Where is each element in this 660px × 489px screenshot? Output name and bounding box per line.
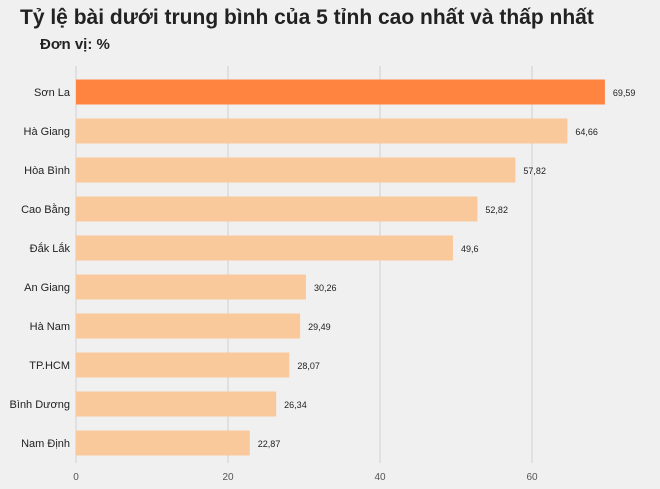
category-label: Bình Dương — [10, 399, 70, 411]
value-labels: 69,59 64,66 57,82 52,82 49,6 30,26 29,49 28,07 2… — [258, 88, 636, 449]
value-label: 22,87 — [258, 439, 281, 449]
category-label: Hà Giang — [24, 126, 70, 138]
x-tick-label: 60 — [526, 472, 538, 483]
category-label: Đắk Lắk — [30, 242, 71, 255]
bar — [76, 118, 568, 144]
category-label: TP.HCM — [29, 360, 70, 372]
category-label: Cao Bằng — [21, 203, 70, 216]
value-label: 29,49 — [308, 322, 331, 332]
value-label: 52,82 — [485, 205, 508, 215]
category-label: Sơn La — [34, 87, 71, 99]
bar — [76, 235, 453, 261]
bar — [76, 352, 290, 378]
value-label: 30,26 — [314, 283, 337, 293]
value-label: 69,59 — [613, 88, 636, 98]
x-tick-label: 20 — [222, 472, 234, 483]
x-tick-label: 0 — [73, 472, 79, 483]
value-label: 28,07 — [297, 361, 320, 371]
bars — [76, 79, 605, 456]
category-label: Hà Nam — [30, 321, 70, 333]
chart-title: Tỷ lệ bài dưới trung bình của 5 tỉnh cao… — [20, 6, 594, 29]
value-label: 49,6 — [461, 244, 479, 254]
bar — [76, 79, 605, 105]
bar — [76, 274, 306, 300]
value-label: 64,66 — [575, 127, 598, 137]
x-tick-label: 40 — [374, 472, 386, 483]
bar — [76, 430, 250, 456]
bar — [76, 313, 301, 339]
category-labels: Sơn La Hà Giang Hòa Bình Cao Bằng Đắk Lắk An … — [10, 87, 71, 450]
value-label: 57,82 — [523, 166, 546, 176]
chart-unit: Đơn vị: % — [40, 36, 110, 53]
category-label: Hòa Bình — [24, 165, 70, 177]
category-label: Nam Định — [21, 438, 70, 450]
x-axis-ticks: 0 20 40 60 — [73, 472, 538, 483]
category-label: An Giang — [24, 282, 70, 294]
bar — [76, 391, 277, 417]
bar — [76, 196, 478, 222]
bar — [76, 157, 516, 183]
value-label: 26,34 — [284, 400, 307, 410]
